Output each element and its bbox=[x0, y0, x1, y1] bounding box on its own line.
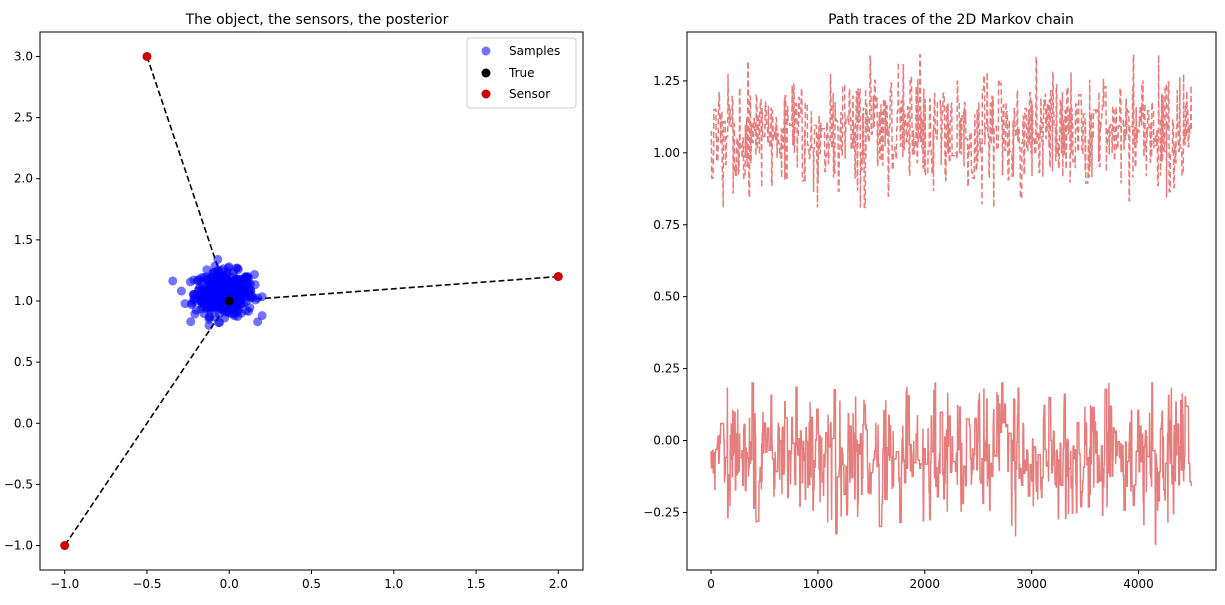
y-tick-label: 1.0 bbox=[14, 294, 33, 308]
sample-point bbox=[185, 277, 195, 287]
legend-label-true: True bbox=[508, 66, 535, 80]
sample-point bbox=[233, 300, 243, 310]
sample-point bbox=[186, 317, 196, 327]
y-tick-label: 1.5 bbox=[14, 233, 33, 247]
sample-point bbox=[233, 307, 243, 317]
x-tick-label: 0.0 bbox=[220, 577, 239, 591]
sample-point bbox=[223, 281, 233, 291]
sample-point bbox=[241, 306, 251, 316]
sample-point bbox=[216, 295, 226, 305]
y-tick-label: 2.5 bbox=[14, 111, 33, 125]
x-tick-label: 0 bbox=[707, 577, 715, 591]
sample-point bbox=[206, 297, 216, 307]
sample-point bbox=[224, 262, 234, 272]
legend-marker-sensor bbox=[481, 89, 491, 99]
x-tick-label: 0.5 bbox=[302, 577, 321, 591]
sample-point bbox=[241, 273, 251, 283]
y-tick-label: 1.25 bbox=[653, 74, 680, 88]
sensor-line-0 bbox=[146, 56, 230, 302]
x-tick-label: 2.0 bbox=[549, 577, 568, 591]
y-tick-label: −0.5 bbox=[4, 477, 33, 491]
sample-point bbox=[257, 292, 267, 302]
y-tick-label: 2.0 bbox=[14, 172, 33, 186]
sample-point bbox=[197, 285, 207, 295]
sample-point bbox=[188, 290, 198, 300]
sensor-line-1 bbox=[229, 275, 559, 302]
sample-point bbox=[204, 282, 214, 292]
left-axes-frame bbox=[39, 31, 584, 571]
right-x-axis: 0 1000 2000 3000 4000 bbox=[707, 570, 1154, 591]
x-tick-label: −0.5 bbox=[132, 577, 161, 591]
legend-marker-true bbox=[481, 68, 491, 78]
y-tick-label: 0.5 bbox=[14, 355, 33, 369]
posterior-scatter-panel: The object, the sensors, the posterior −… bbox=[4, 12, 584, 591]
sample-point bbox=[176, 286, 186, 296]
legend-marker-samples bbox=[481, 46, 491, 56]
right-plot-area bbox=[710, 54, 1193, 545]
y-tick-label: 0.75 bbox=[653, 218, 680, 232]
x-tick-label: 1.0 bbox=[384, 577, 403, 591]
y-tick-label: 3.0 bbox=[14, 49, 33, 63]
trace-plot-panel: Path traces of the 2D Markov chain 0 1000… bbox=[643, 12, 1217, 591]
left-y-axis: −1.0 −0.5 0.0 0.5 1.0 1.5 2.0 2.5 3.0 bbox=[4, 49, 40, 553]
sample-point bbox=[236, 292, 246, 302]
right-y-axis: −0.25 0.00 0.25 0.50 0.75 1.00 1.25 bbox=[643, 74, 687, 519]
y-tick-label: 0.25 bbox=[653, 362, 680, 376]
sample-point bbox=[222, 274, 232, 284]
y-tick-label: −0.25 bbox=[643, 505, 680, 519]
x-tick-label: 2000 bbox=[910, 577, 941, 591]
y-tick-label: −1.0 bbox=[4, 539, 33, 553]
legend-box bbox=[466, 37, 577, 109]
sample-point bbox=[199, 272, 209, 282]
trace-series-1 bbox=[710, 54, 1193, 209]
sample-point bbox=[190, 309, 200, 319]
sample-point bbox=[213, 254, 223, 264]
sample-point bbox=[234, 281, 244, 291]
left-chart-title: The object, the sensors, the posterior bbox=[185, 12, 449, 28]
sample-point bbox=[168, 276, 178, 286]
x-tick-label: 3000 bbox=[1016, 577, 1047, 591]
sample-point bbox=[210, 275, 220, 285]
right-chart-title: Path traces of the 2D Markov chain bbox=[828, 12, 1074, 28]
sensor-line-2 bbox=[64, 300, 230, 546]
legend: Samples True Sensor bbox=[466, 37, 577, 109]
y-tick-label: 0.50 bbox=[653, 290, 680, 304]
sample-point bbox=[204, 320, 214, 330]
sample-point bbox=[214, 318, 224, 328]
y-tick-label: 0.00 bbox=[653, 434, 680, 448]
x-tick-label: 1.5 bbox=[466, 577, 485, 591]
legend-label-sensor: Sensor bbox=[509, 87, 550, 101]
sample-point bbox=[257, 311, 267, 321]
sample-point bbox=[216, 288, 226, 298]
x-tick-label: 1000 bbox=[803, 577, 834, 591]
sample-point bbox=[223, 307, 233, 317]
sensor-point-2 bbox=[60, 541, 70, 551]
right-axes-frame bbox=[686, 31, 1217, 571]
sensor-point-1 bbox=[553, 272, 563, 282]
left-x-axis: −1.0 −0.5 0.0 0.5 1.0 1.5 2.0 bbox=[50, 570, 568, 591]
sample-point bbox=[186, 300, 196, 310]
x-tick-label: −1.0 bbox=[50, 577, 79, 591]
x-tick-label: 4000 bbox=[1123, 577, 1154, 591]
left-plot-area bbox=[60, 51, 563, 551]
y-tick-label: 0.0 bbox=[14, 416, 33, 430]
sample-point bbox=[253, 317, 263, 327]
legend-label-samples: Samples bbox=[509, 44, 560, 58]
sensor-point-0 bbox=[142, 51, 152, 61]
true-point bbox=[224, 296, 234, 306]
y-tick-label: 1.00 bbox=[653, 146, 680, 160]
trace-series-0 bbox=[710, 382, 1193, 545]
sample-point bbox=[231, 274, 241, 284]
